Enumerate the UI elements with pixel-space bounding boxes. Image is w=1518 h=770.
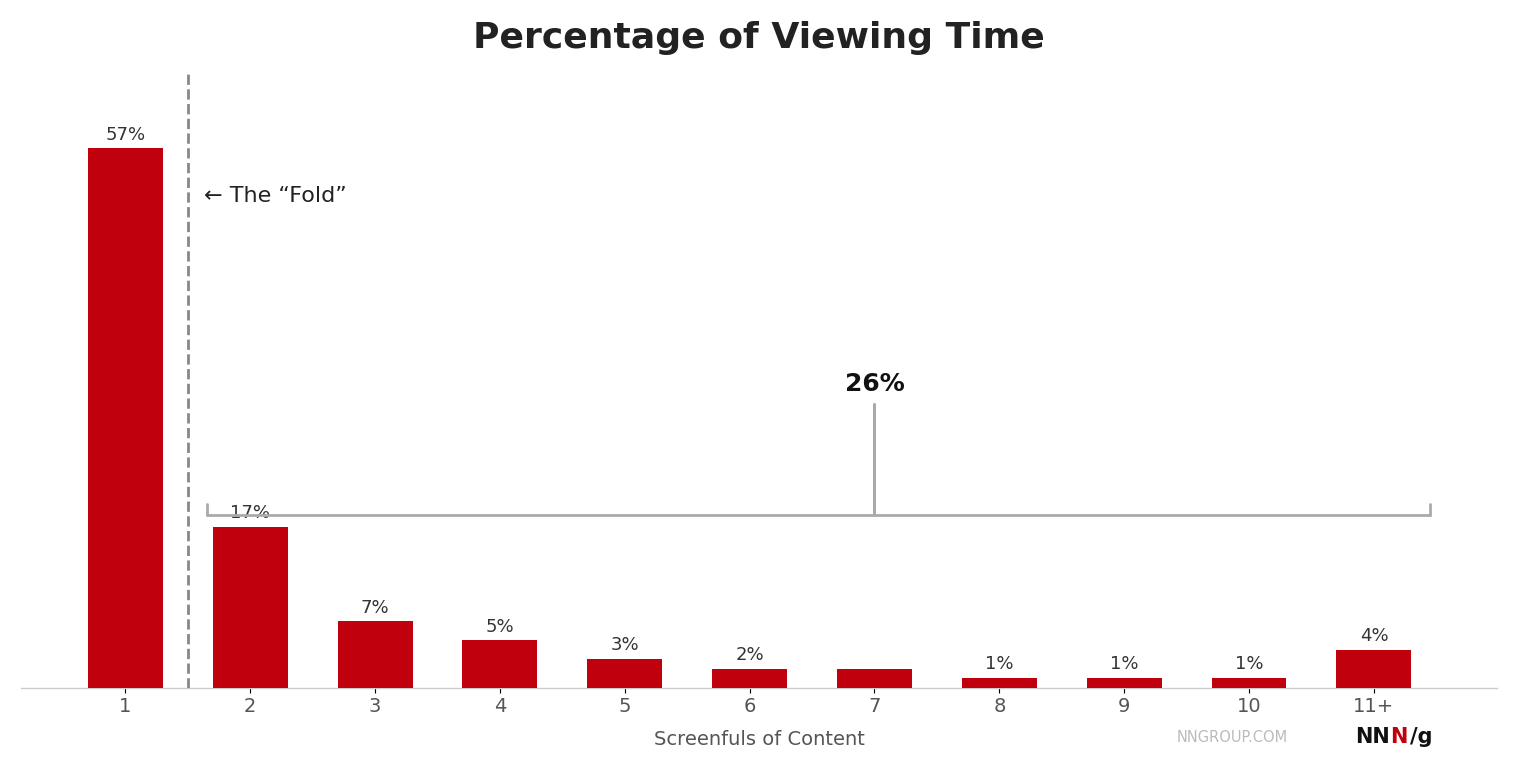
Bar [1211, 678, 1286, 688]
Text: NNGROUP.COM: NNGROUP.COM [1176, 731, 1287, 745]
Text: 1%: 1% [1110, 655, 1138, 674]
Text: 2%: 2% [735, 646, 764, 664]
Text: 1%: 1% [985, 655, 1014, 674]
Text: 7%: 7% [361, 598, 390, 617]
Text: 4%: 4% [1360, 627, 1387, 645]
Title: Percentage of Viewing Time: Percentage of Viewing Time [474, 21, 1044, 55]
Bar [88, 149, 162, 688]
X-axis label: Screenfuls of Content: Screenfuls of Content [654, 730, 864, 749]
Text: NN: NN [1356, 727, 1390, 747]
Bar [213, 527, 288, 688]
Text: 1%: 1% [1234, 655, 1263, 674]
Text: 5%: 5% [486, 618, 515, 635]
Bar [337, 621, 413, 688]
Text: /g: /g [1410, 727, 1433, 747]
Bar [962, 678, 1037, 688]
Bar [712, 668, 788, 688]
Bar [587, 659, 662, 688]
Text: 26%: 26% [844, 372, 905, 397]
Text: 3%: 3% [610, 637, 639, 654]
Bar [1087, 678, 1161, 688]
Bar [463, 641, 537, 688]
Bar [1336, 650, 1412, 688]
Text: 17%: 17% [231, 504, 270, 522]
Text: ← The “Fold”: ← The “Fold” [203, 186, 346, 206]
Text: 57%: 57% [105, 126, 146, 144]
Text: N: N [1390, 727, 1407, 747]
Bar [836, 668, 912, 688]
